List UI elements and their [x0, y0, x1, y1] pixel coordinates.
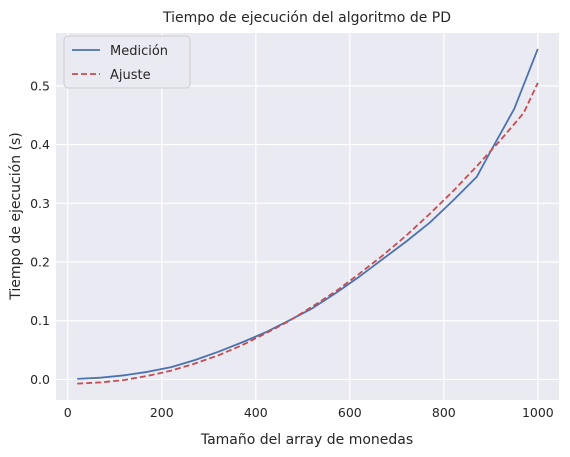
plot-area [56, 33, 559, 400]
x-tick-label: 600 [338, 405, 362, 420]
y-tick-label: 0.3 [30, 196, 50, 211]
chart-title: Tiempo de ejecución del algoritmo de PD [162, 10, 451, 26]
y-tick-label: 0.0 [30, 372, 50, 387]
legend-label-ajuste: Ajuste [110, 68, 151, 83]
y-tick-label: 0.4 [30, 137, 50, 152]
tick-labels: 0 200 400 600 800 1000 0.0 0.1 0.2 0.3 0.4 0.5 [30, 78, 554, 420]
legend-box [63, 35, 191, 89]
legend-label-medicion: Medición [110, 44, 168, 59]
x-tick-label: 800 [432, 405, 456, 420]
x-tick-label: 400 [244, 405, 268, 420]
grid [56, 33, 559, 400]
x-tick-label: 0 [64, 405, 72, 420]
y-tick-label: 0.2 [30, 255, 50, 270]
series-line-medicion [77, 48, 539, 380]
x-tick-label: 1000 [522, 405, 554, 420]
legend: Medición Ajuste [63, 35, 191, 89]
x-tick-label: 200 [150, 405, 174, 420]
y-tick-label: 0.1 [30, 313, 50, 328]
x-axis-label: Tamaño del array de monedas [200, 432, 413, 448]
series-layer [77, 48, 539, 385]
y-axis-label: Tiempo de ejecución (s) [8, 132, 24, 301]
y-tick-label: 0.5 [30, 78, 50, 93]
